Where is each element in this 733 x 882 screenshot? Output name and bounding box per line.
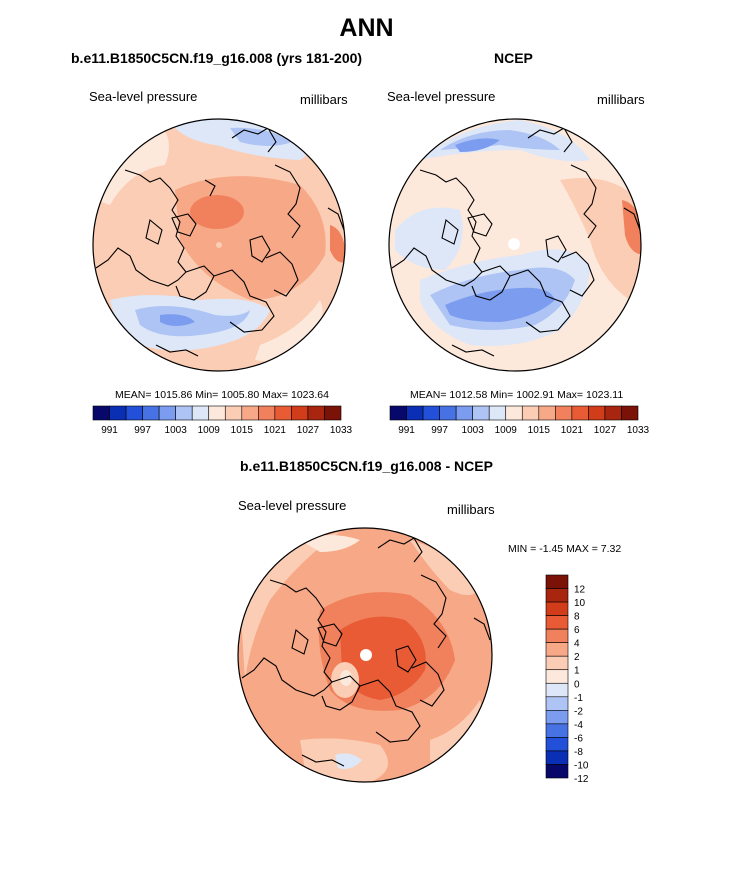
colorbar3-tick-label: 10 (574, 598, 586, 609)
colorbar2-swatch (588, 405, 606, 421)
colorbar3-swatch (545, 655, 569, 671)
colorbar2-swatch (571, 405, 589, 421)
colorbar1-tick-label: 997 (134, 425, 151, 436)
colorbar3-tick-label: 12 (574, 585, 586, 596)
panel2-stats: MEAN= 1012.58 Min= 1002.91 Max= 1023.11 (410, 389, 624, 401)
colorbar1-swatch (307, 405, 325, 421)
colorbar3-swatch (545, 601, 569, 616)
colorbar3-tick-label: -12 (574, 774, 589, 785)
map-panel1-border (92, 118, 346, 372)
colorbar1-swatch (291, 405, 309, 421)
panel1-units-label: millibars (300, 92, 348, 107)
colorbar3-swatch (545, 615, 569, 630)
colorbar1-swatch (324, 405, 342, 421)
colorbar2-swatch (455, 405, 473, 421)
colorbar3-swatch (545, 682, 569, 698)
panel2-units-label: millibars (597, 92, 645, 107)
colorbar3-swatch (545, 696, 569, 711)
colorbar3-tick-label: -4 (574, 720, 583, 731)
colorbar3-swatch (545, 642, 569, 657)
colorbar1-swatch (258, 405, 276, 421)
colorbar3-swatch (545, 574, 569, 589)
colorbar2-tick-label: 1033 (627, 425, 650, 436)
colorbar3-swatch (545, 723, 569, 738)
colorbar2-tick-label: 1021 (561, 425, 584, 436)
colorbar1-swatch (208, 405, 226, 421)
colorbar3-swatch (545, 669, 569, 684)
colorbar3-swatch (545, 764, 569, 779)
colorbar2-swatch (521, 405, 540, 421)
colorbar3-swatch (545, 710, 569, 725)
colorbar2-swatch (389, 405, 407, 421)
colorbar2-swatch (505, 405, 523, 421)
colorbar2-tick-label: 1027 (594, 425, 617, 436)
colorbar2-tick-label: 1003 (462, 425, 485, 436)
colorbar3-tick-label: 6 (574, 625, 580, 636)
colorbar1-tick-label: 1009 (198, 425, 221, 436)
colorbar2-swatch (488, 405, 507, 421)
colorbar2-tick-label: 997 (431, 425, 448, 436)
map-panel2-border (388, 118, 642, 372)
panel2-title: NCEP (494, 50, 533, 66)
colorbar2-tick-label: 991 (398, 425, 415, 436)
colorbar3-swatch (545, 750, 569, 765)
page-title: ANN (339, 14, 394, 42)
colorbar1-swatch (125, 405, 143, 421)
colorbar1-tick-label: 1003 (165, 425, 188, 436)
colorbar3-tick-label: -2 (574, 706, 583, 717)
map-panel3 (238, 528, 492, 782)
colorbar2-swatch (621, 405, 639, 421)
colorbar3-tick-label: 8 (574, 612, 580, 623)
colorbar3-tick-label: 2 (574, 652, 580, 663)
colorbar1-swatch (274, 405, 292, 421)
colorbar2-swatch (604, 405, 622, 421)
colorbar1-swatch (142, 405, 160, 421)
colorbar1-tick-label: 991 (101, 425, 118, 436)
panel3-title: b.e11.B1850C5CN.f19_g16.008 - NCEP (240, 458, 493, 474)
colorbar3-swatch (545, 737, 569, 752)
colorbar3-tick-label: -8 (574, 747, 583, 758)
colorbar1-swatch (109, 405, 127, 421)
colorbar1-tick-label: 1021 (264, 425, 287, 436)
colorbar1-swatch (241, 405, 259, 421)
colorbar1-swatch (175, 405, 193, 421)
map-panel1 (93, 119, 345, 371)
colorbar3-tick-label: -10 (574, 760, 589, 771)
panel3-variable-label: Sea-level pressure (238, 498, 347, 513)
panel2-variable-label: Sea-level pressure (387, 89, 496, 104)
colorbar2-tick-label: 1009 (495, 425, 518, 436)
colorbar1-swatch (158, 405, 176, 421)
colorbar2-swatch (406, 405, 424, 421)
colorbar3-tick-label: 0 (574, 679, 580, 690)
colorbar2-swatch (422, 405, 440, 421)
panel1-stats: MEAN= 1015.86 Min= 1005.80 Max= 1023.64 (115, 389, 329, 401)
colorbar2-swatch (555, 405, 573, 421)
colorbar1-swatch (191, 405, 210, 421)
panel3-units-label: millibars (447, 502, 495, 517)
colorbar3-tick-label: -1 (574, 693, 583, 704)
colorbar1-swatch (224, 405, 243, 421)
colorbar1-swatch (92, 405, 110, 421)
colorbar3-swatch (545, 588, 569, 603)
colorbar1-tick-label: 1027 (297, 425, 320, 436)
colorbar3-tick-label: -6 (574, 733, 583, 744)
colorbar1-tick-label: 1033 (330, 425, 353, 436)
colorbar3-swatch (545, 628, 569, 643)
colorbar2-swatch (439, 405, 457, 421)
map-panel2 (389, 119, 641, 371)
colorbar3-tick-label: 1 (574, 666, 580, 677)
colorbar3-tick-label: 4 (574, 639, 580, 650)
map-panel3-border (237, 527, 493, 783)
colorbar2-swatch (472, 405, 490, 421)
panel1-variable-label: Sea-level pressure (89, 89, 198, 104)
panel3-stats: MIN = -1.45 MAX = 7.32 (508, 543, 622, 555)
panel1-title: b.e11.B1850C5CN.f19_g16.008 (yrs 181-200… (71, 50, 363, 66)
colorbar1-tick-label: 1015 (231, 425, 254, 436)
colorbar2-tick-label: 1015 (528, 425, 551, 436)
colorbar2-swatch (538, 405, 556, 421)
